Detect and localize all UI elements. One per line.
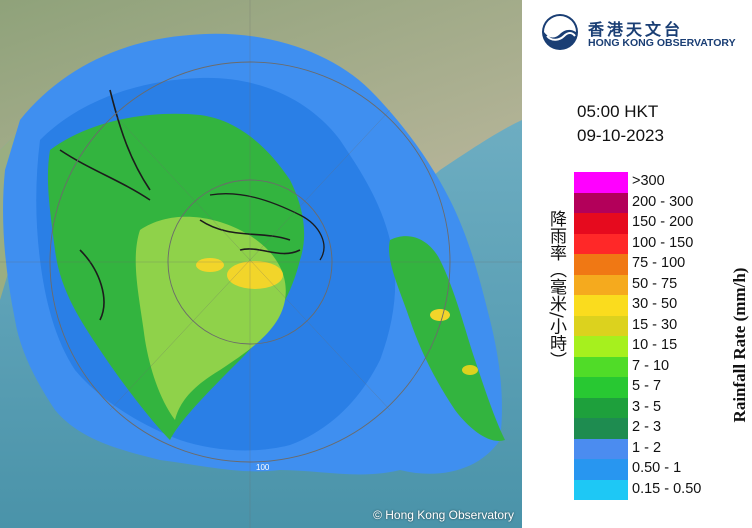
legend-swatch <box>574 233 628 254</box>
legend-row: 75 - 100 <box>574 254 744 275</box>
legend-row: 3 - 5 <box>574 397 744 418</box>
legend-swatch <box>574 213 628 234</box>
legend-swatch <box>574 377 628 398</box>
legend-row: 2 - 3 <box>574 418 744 439</box>
legend-swatch <box>574 336 628 357</box>
legend-row: 7 - 10 <box>574 356 744 377</box>
legend-row: 100 - 150 <box>574 233 744 254</box>
hko-logo: 香港天文台 HONG KONG OBSERVATORY <box>540 12 745 52</box>
legend-row: 5 - 7 <box>574 377 744 398</box>
legend-panel: 香港天文台 HONG KONG OBSERVATORY 05:00 HKT 09… <box>522 0 752 528</box>
legend-row: >300 <box>574 172 744 193</box>
legend-label: 0.50 - 1 <box>632 460 682 476</box>
legend-swatch <box>574 356 628 377</box>
logo-text-en: HONG KONG OBSERVATORY <box>588 37 736 49</box>
legend-label: 50 - 75 <box>632 275 678 292</box>
legend-label: 30 - 50 <box>632 296 678 312</box>
legend-swatch <box>574 438 628 459</box>
time-label: 05:00 HKT <box>577 102 659 121</box>
legend-label: 1 - 2 <box>632 439 662 456</box>
legend-title-zh: 降雨率（毫米/小時） <box>546 210 566 369</box>
legend-swatch <box>574 192 628 213</box>
legend-label: 75 - 100 <box>632 255 686 271</box>
legend-swatch <box>574 274 628 295</box>
legend-swatch <box>574 459 628 480</box>
legend-label: 150 - 200 <box>632 214 694 230</box>
legend-swatch <box>574 418 628 439</box>
legend-title-en-wrap: Rainfall Rate (mm/h) <box>728 235 752 455</box>
legend-row: 30 - 50 <box>574 295 744 316</box>
radar-map[interactable]: 100 © Hong Kong Observatory <box>0 0 522 528</box>
legend-swatch <box>574 479 628 500</box>
legend-label: 15 - 30 <box>632 316 678 333</box>
legend-label: 5 - 7 <box>632 378 662 394</box>
legend-row: 150 - 200 <box>574 213 744 234</box>
hko-logo-icon <box>542 14 578 50</box>
legend-label: 10 - 15 <box>632 337 678 353</box>
legend-swatch <box>574 295 628 316</box>
legend-label: 2 - 3 <box>632 419 662 435</box>
copyright-credit: © Hong Kong Observatory <box>373 508 514 522</box>
legend-row: 0.50 - 1 <box>574 459 744 480</box>
legend-swatch <box>574 397 628 418</box>
legend-swatch <box>574 315 628 336</box>
legend-row: 10 - 15 <box>574 336 744 357</box>
legend-label: 3 - 5 <box>632 398 662 415</box>
legend-label: 200 - 300 <box>632 193 694 210</box>
legend-label: 0.15 - 0.50 <box>632 480 702 497</box>
radar-map-graphic: 100 <box>0 0 522 528</box>
legend-row: 50 - 75 <box>574 274 744 295</box>
legend-label: >300 <box>632 173 665 189</box>
legend-swatch <box>574 254 628 275</box>
date-label: 09-10-2023 <box>577 126 664 145</box>
legend-title-en: Rainfall Rate (mm/h) <box>730 267 749 423</box>
logo-text-zh: 香港天文台 <box>588 20 684 39</box>
legend-row: 200 - 300 <box>574 192 744 213</box>
rainfall-legend: >300 200 - 300 150 - 200 100 - 150 75 - 100 5… <box>574 172 744 500</box>
legend-row: 1 - 2 <box>574 438 744 459</box>
legend-swatch <box>574 172 628 193</box>
legend-row: 15 - 30 <box>574 315 744 336</box>
legend-label: 100 - 150 <box>632 234 694 251</box>
legend-row: 0.15 - 0.50 <box>574 479 744 500</box>
range-ring-label: 100 <box>256 463 270 472</box>
timestamp: 05:00 HKT 09-10-2023 <box>577 100 664 148</box>
legend-label: 7 - 10 <box>632 357 670 374</box>
